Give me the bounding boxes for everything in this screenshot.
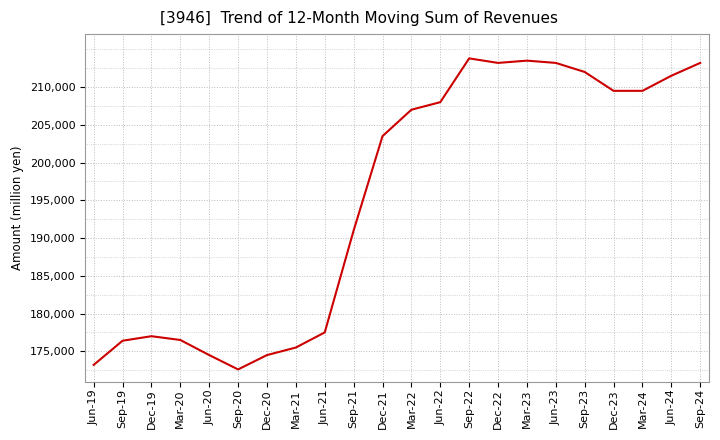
Text: [3946]  Trend of 12-Month Moving Sum of Revenues: [3946] Trend of 12-Month Moving Sum of R…	[160, 11, 558, 26]
Y-axis label: Amount (million yen): Amount (million yen)	[11, 146, 24, 270]
